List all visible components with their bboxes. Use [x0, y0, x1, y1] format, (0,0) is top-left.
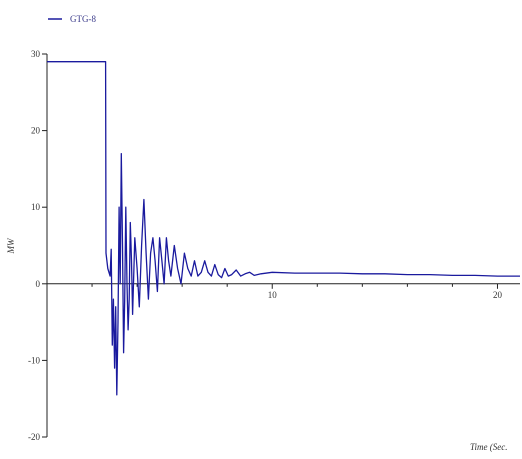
y-tick-label: 10 [31, 202, 41, 212]
series-line-gtg-8 [47, 61, 520, 396]
x-tick-label: 10 [268, 290, 278, 300]
y-axis-title: MW [6, 237, 16, 254]
y-tick-label: 0 [36, 279, 41, 289]
y-tick-label: -10 [28, 355, 40, 365]
x-tick-label: 20 [493, 290, 503, 300]
series-layer [47, 61, 520, 396]
y-tick-label: -20 [28, 432, 40, 442]
x-axis-title: Time (Sec. [470, 442, 508, 452]
axes-layer: 30 20 10 0 -10 -20 10 20 [28, 49, 520, 442]
y-tick-label: 20 [31, 126, 41, 136]
y-tick-label: 30 [31, 49, 41, 59]
legend-label: GTG-8 [70, 14, 96, 24]
legend: GTG-8 [48, 14, 96, 24]
